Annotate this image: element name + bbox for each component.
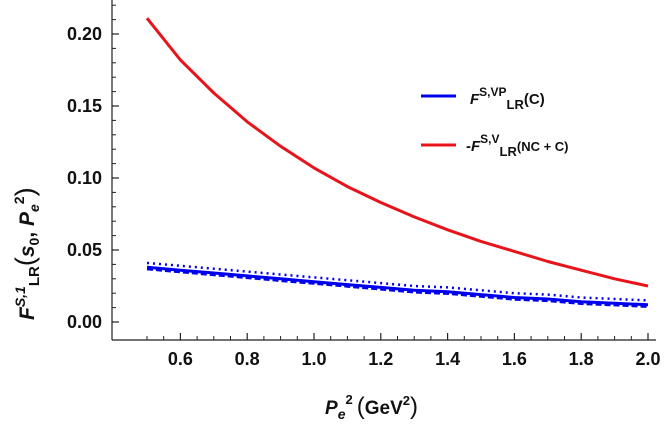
legend-sup: S,VP bbox=[479, 85, 506, 99]
y-tick-labels: 0.00 0.05 0.10 0.15 0.20 bbox=[67, 24, 102, 332]
x-tick-label: 0.8 bbox=[235, 349, 260, 369]
x-tick-label: 1.0 bbox=[301, 349, 326, 369]
x-tick-label: 0.6 bbox=[168, 349, 193, 369]
ylabel-sub: LR bbox=[26, 266, 43, 286]
ylabel-arg2-sub: e bbox=[26, 204, 42, 212]
ylabel-paren-close: ) bbox=[10, 187, 40, 196]
y-tick-label: 0.20 bbox=[67, 24, 102, 44]
xlabel-base: P bbox=[325, 398, 338, 419]
x-tick-label: 1.2 bbox=[368, 349, 393, 369]
y-tick-label: 0.10 bbox=[67, 168, 102, 188]
legend-entry-fsv: -FS,VLR(NC + C) bbox=[466, 132, 569, 159]
ylabel-base: F bbox=[16, 306, 39, 320]
legend-arg: (C) bbox=[524, 91, 545, 108]
legend-prefix: - bbox=[466, 138, 471, 155]
legend-base: F bbox=[471, 138, 481, 155]
x-tick-label: 1.4 bbox=[435, 349, 460, 369]
xlabel-unit: GeV bbox=[365, 398, 403, 419]
ylabel-paren-open: ( bbox=[10, 257, 40, 266]
ylabel-arg1-sub: 0 bbox=[26, 237, 42, 245]
series-1-line bbox=[145, 17, 649, 288]
legend: FS,VPLR(C) -FS,VLR(NC + C) bbox=[421, 85, 569, 159]
legend-base: F bbox=[470, 91, 480, 108]
y-tick-label: 0.00 bbox=[67, 312, 102, 332]
xlabel-paren-close: ) bbox=[410, 393, 418, 420]
series-0-line bbox=[146, 265, 649, 307]
y-tick-label: 0.15 bbox=[67, 96, 102, 116]
x-tick-label: 1.8 bbox=[569, 349, 594, 369]
ylabel-arg2-sup: 2 bbox=[11, 196, 27, 204]
axes-frame bbox=[111, 0, 656, 341]
legend-arg: (NC + C) bbox=[517, 139, 569, 154]
y-tick-label: 0.05 bbox=[67, 240, 102, 260]
series-0-lower-band bbox=[146, 268, 649, 308]
legend-entry-fsvp: FS,VPLR(C) bbox=[470, 85, 545, 112]
xlabel-unit-sup: 2 bbox=[403, 393, 410, 408]
x-axis-label: Pe2 (GeV2) bbox=[325, 392, 418, 422]
x-tick-label: 1.6 bbox=[502, 349, 527, 369]
series-group bbox=[145, 17, 649, 308]
legend-sub: LR bbox=[500, 144, 518, 159]
legend-sub: LR bbox=[507, 97, 525, 112]
ylabel-sep: , bbox=[16, 226, 39, 238]
legend-sup: S,V bbox=[480, 132, 499, 146]
y-axis-label: FS,1LR(s0, Pe2) bbox=[10, 187, 43, 320]
x-tick-labels: 0.6 0.8 1.0 1.2 1.4 1.6 1.8 2.0 bbox=[168, 349, 661, 369]
xlabel-paren-open: ( bbox=[357, 393, 365, 420]
xlabel-sub: e bbox=[338, 406, 346, 422]
ylabel-arg1: s bbox=[16, 245, 39, 257]
tick-marks bbox=[112, 4, 649, 340]
xlabel-sup: 2 bbox=[345, 392, 352, 407]
ylabel-sup: S,1 bbox=[12, 286, 28, 307]
ylabel-arg2: P bbox=[16, 211, 39, 226]
x-tick-label: 2.0 bbox=[635, 349, 660, 369]
